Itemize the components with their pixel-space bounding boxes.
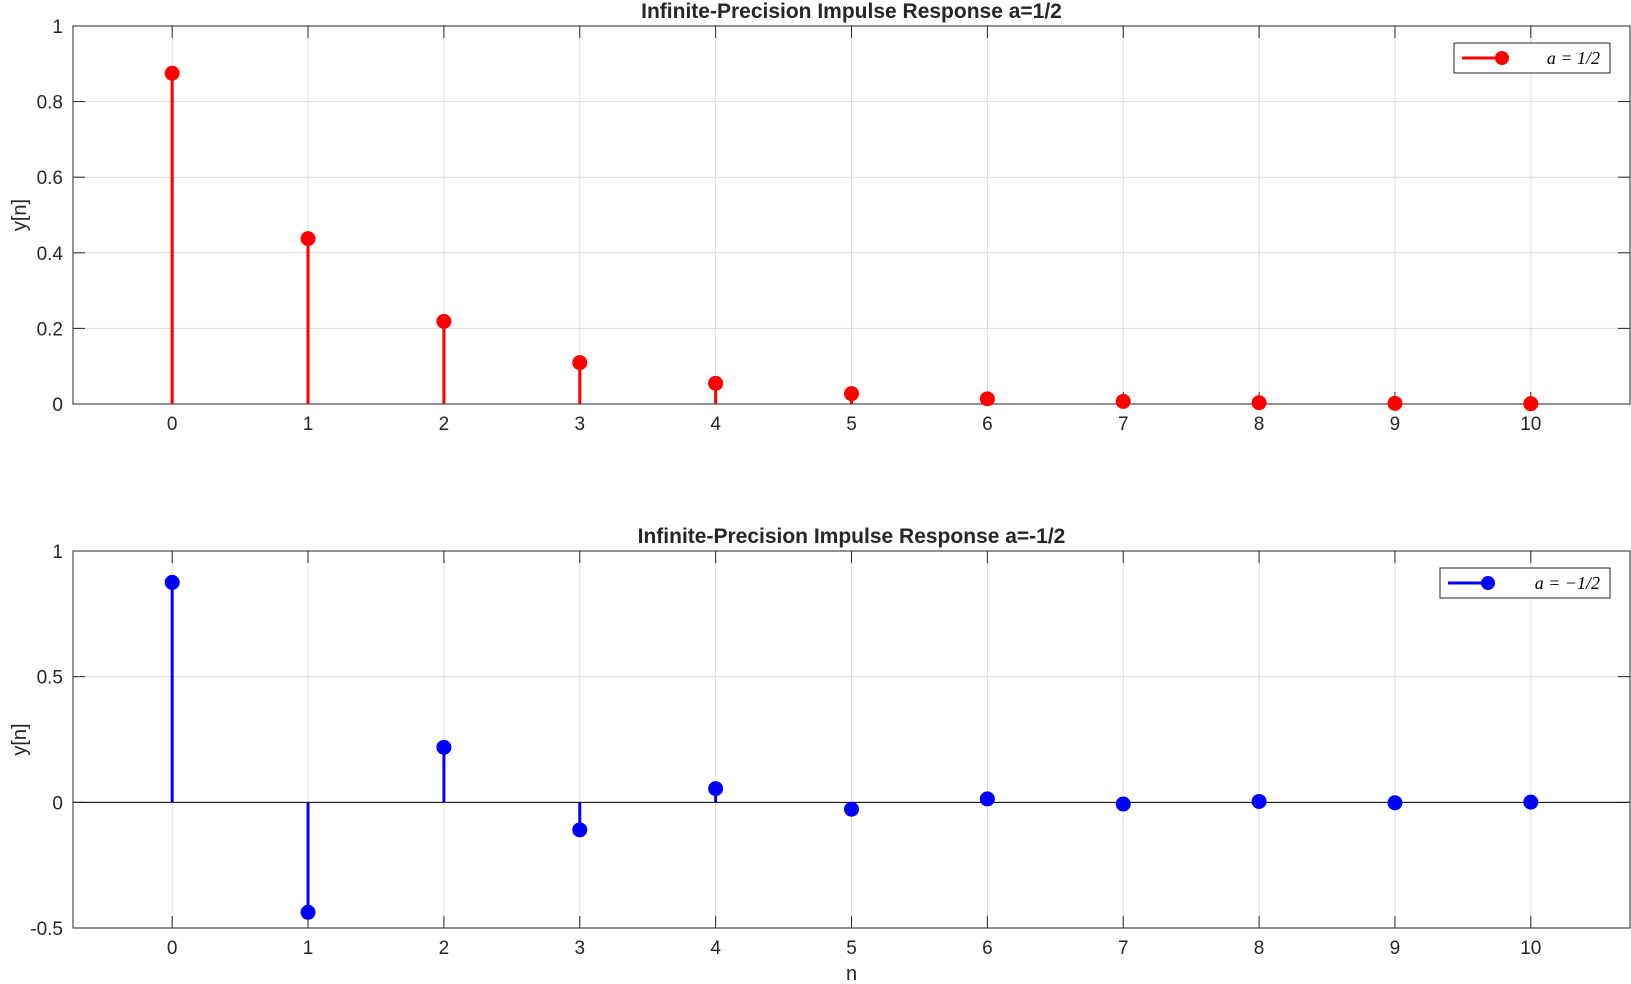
stem-marker xyxy=(1387,395,1403,411)
x-tick-label: 10 xyxy=(1520,414,1541,435)
x-tick-label: 2 xyxy=(439,414,450,435)
x-tick-label: 1 xyxy=(303,414,314,435)
x-tick-label: 0 xyxy=(167,414,178,435)
x-tick-label: 5 xyxy=(846,414,857,435)
x-tick-label: 2 xyxy=(439,938,450,959)
x-tick-label: 4 xyxy=(710,414,721,435)
y-axis-label: y[n] xyxy=(9,723,31,755)
stem-marker xyxy=(164,65,180,81)
stem-marker xyxy=(164,574,180,590)
y-tick-label: 0 xyxy=(52,395,63,416)
stem-marker xyxy=(1115,796,1131,812)
x-tick-label: 0 xyxy=(167,938,178,959)
stem-marker xyxy=(300,904,316,920)
x-tick-label: 4 xyxy=(710,938,721,959)
legend-marker xyxy=(1481,576,1495,590)
x-tick-label: 3 xyxy=(574,938,585,959)
x-tick-label: 8 xyxy=(1254,938,1265,959)
subplot-1: 0 1 2 3 4 5 6 7 8 9 10 0 0.2 0.4 0.6 0.8 1 Infinite-Preci… xyxy=(9,0,1631,435)
stem-marker xyxy=(979,791,995,807)
y-tick-label: 1 xyxy=(52,542,63,563)
stem-marker xyxy=(1387,795,1403,811)
stem-marker xyxy=(1523,396,1539,412)
y-tick-label: 1 xyxy=(52,17,63,38)
x-tick-label: 9 xyxy=(1390,938,1401,959)
y-tick-label: 0.6 xyxy=(37,168,63,189)
stem-marker xyxy=(844,801,859,817)
x-tick-label: 3 xyxy=(574,414,585,435)
x-tick-label: 6 xyxy=(982,414,993,435)
subplot-2: 0 1 2 3 4 5 6 7 8 9 10 -0.5 0 0.5 1 Infinite-Precision … xyxy=(9,525,1631,984)
stem-marker xyxy=(1251,395,1267,411)
y-tick-label: 0 xyxy=(52,793,63,814)
y-tick-label: 0.2 xyxy=(37,319,63,340)
stem-marker xyxy=(844,386,859,402)
stem-marker xyxy=(708,781,724,797)
x-tick-label: 10 xyxy=(1520,938,1541,959)
legend-label: a = −1/2 xyxy=(1535,573,1600,593)
y-axis-label: y[n] xyxy=(9,199,31,231)
legend-marker xyxy=(1495,51,1509,65)
stem-marker xyxy=(300,231,316,247)
x-tick-label: 7 xyxy=(1118,938,1129,959)
y-tick-label: 0.8 xyxy=(37,93,63,114)
legend-label: a = 1/2 xyxy=(1547,48,1600,68)
stem-marker xyxy=(979,391,995,407)
stem-marker xyxy=(436,739,452,755)
stem-marker xyxy=(1523,794,1539,810)
x-tick-label: 6 xyxy=(982,938,993,959)
chart-title: Infinite-Precision Impulse Response a=1/… xyxy=(641,0,1062,23)
x-axis-label: n xyxy=(846,963,857,984)
y-tick-label: -0.5 xyxy=(30,919,63,940)
x-tick-label: 1 xyxy=(303,938,314,959)
y-tick-label: 0.5 xyxy=(37,668,63,689)
stem-marker xyxy=(1251,793,1267,809)
y-tick-label: 0.4 xyxy=(37,244,64,265)
x-tick-label: 9 xyxy=(1390,414,1401,435)
stem-marker xyxy=(708,375,724,391)
chart-title: Infinite-Precision Impulse Response a=-1… xyxy=(638,525,1066,548)
stem-marker xyxy=(572,355,588,371)
x-tick-label: 7 xyxy=(1118,414,1129,435)
stem-marker xyxy=(436,313,452,329)
x-tick-label: 5 xyxy=(846,938,857,959)
stem-marker xyxy=(572,822,588,838)
stem-marker xyxy=(1115,393,1131,409)
x-tick-label: 8 xyxy=(1254,414,1265,435)
